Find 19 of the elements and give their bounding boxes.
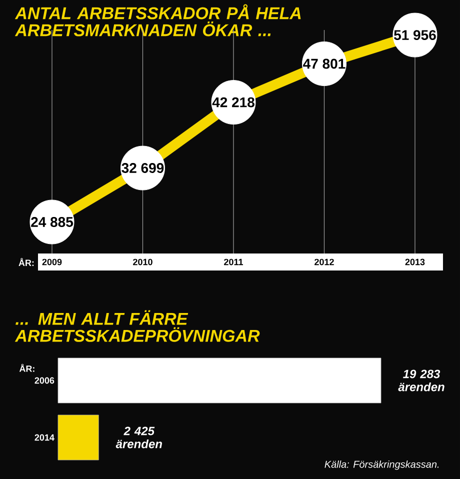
x-tick-label: 2009 (42, 258, 62, 266)
y-tick-label: 2014 (34, 434, 54, 441)
data-label: 51 956 (394, 30, 436, 40)
data-label: 19 283 ärenden (398, 370, 444, 392)
chart-title: ANTAL ARBETSSKADOR PÅ HELA ARBETSMARKNADEN ÖKAR ... (14, 4, 301, 36)
data-label: 42 218 (212, 97, 254, 108)
x-axis-title: ÅR: (18, 258, 34, 266)
x-tick-label: 2012 (314, 258, 334, 266)
data-label: 47 801 (303, 58, 346, 69)
y-axis-title: ÅR: (19, 364, 34, 372)
data-label: 2 425 ärenden (116, 426, 162, 448)
y-tick-label: 2006 (34, 377, 54, 384)
x-tick-label: 2011 (224, 258, 243, 266)
annotation: Källa: Försäkringskassan. (324, 460, 439, 470)
x-tick-label: 2013 (405, 258, 425, 266)
data-label: 32 699 (122, 163, 164, 173)
data-label: 24 885 (31, 217, 74, 227)
x-tick-label: 2010 (133, 258, 152, 266)
chart-title: ... MEN ALLT FÄRRE ARBETSSKADEPRÖVNINGAR (14, 310, 260, 342)
